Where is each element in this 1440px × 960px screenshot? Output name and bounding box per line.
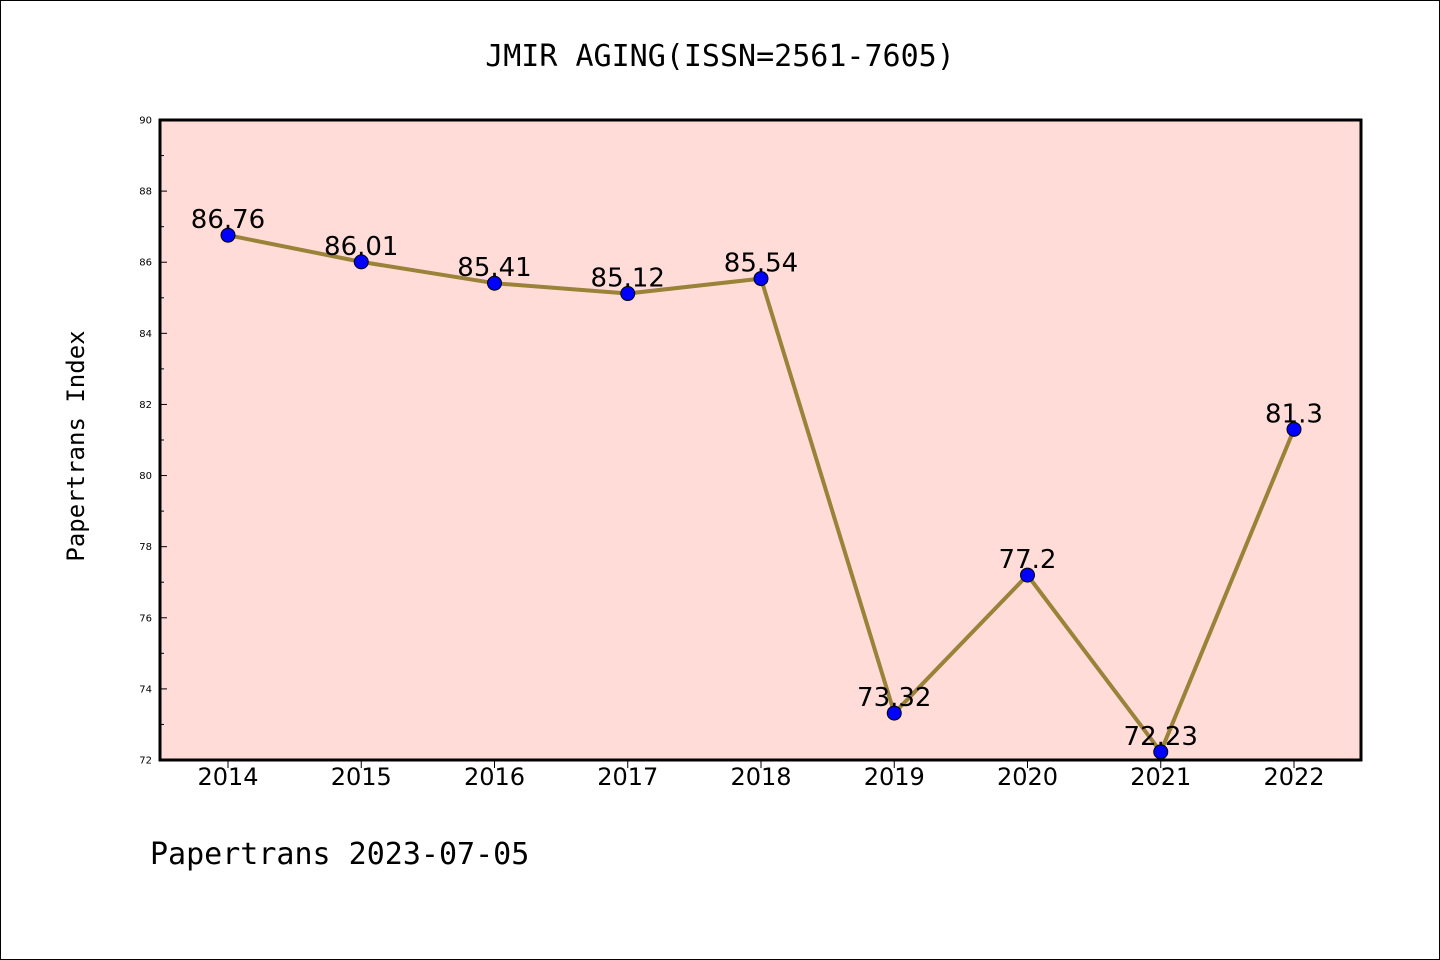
x-tick-label: 2014	[197, 763, 258, 791]
data-label: 85.54	[724, 249, 798, 279]
data-point	[1286, 421, 1302, 437]
x-tick-label: 2017	[597, 763, 658, 791]
data-label: 72.23	[1124, 722, 1198, 752]
series-layer	[220, 227, 1302, 760]
data-label: 77.2	[999, 545, 1057, 575]
data-point	[1153, 744, 1169, 760]
data-label: 73.32	[857, 683, 931, 713]
chart-title: JMIR AGING(ISSN=2561-7605)	[485, 39, 955, 74]
y-tick-label: 82	[139, 400, 152, 411]
y-tick-label: 72	[139, 756, 152, 767]
y-tick-label: 88	[139, 187, 152, 198]
data-point	[220, 227, 236, 243]
ticks-layer: 72 74 76 78 80 82 84 86 88 90 2014 2015 2016 2017 2018…	[139, 116, 1324, 792]
x-tick-label: 2020	[997, 763, 1058, 791]
data-point	[886, 705, 902, 721]
x-tick-label: 2019	[864, 763, 925, 791]
data-label: 81.3	[1265, 399, 1323, 429]
y-tick-label: 84	[139, 329, 152, 340]
data-label: 86.76	[191, 205, 265, 235]
data-point	[487, 275, 502, 291]
y-tick-label: 80	[139, 471, 152, 482]
footer-stamp: Papertrans 2023-07-05	[150, 837, 529, 872]
data-point	[753, 271, 769, 287]
data-label: 85.41	[457, 253, 531, 283]
y-tick-label: 86	[139, 258, 152, 269]
x-tick-label: 2016	[464, 763, 525, 791]
x-tick-label: 2021	[1130, 763, 1191, 791]
y-tick-label: 74	[139, 684, 152, 695]
data-point	[1020, 567, 1035, 583]
data-label: 85.12	[591, 264, 665, 294]
y-tick-label: 90	[139, 116, 152, 127]
x-tick-label: 2022	[1263, 763, 1324, 791]
y-tick-label: 76	[139, 613, 152, 624]
data-label: 86.01	[324, 232, 398, 262]
x-tick-label: 2015	[331, 763, 392, 791]
plot-area	[158, 118, 1363, 762]
y-axis-label: Papertrans Index	[62, 330, 90, 561]
data-point	[353, 254, 369, 270]
data-point	[620, 286, 636, 302]
labels-layer: 86.76 86.01 85.41 85.12 85.54 73.32 77.2 72.23 8…	[191, 205, 1323, 752]
x-tick-label: 2018	[730, 763, 791, 791]
y-tick-label: 78	[139, 542, 152, 553]
